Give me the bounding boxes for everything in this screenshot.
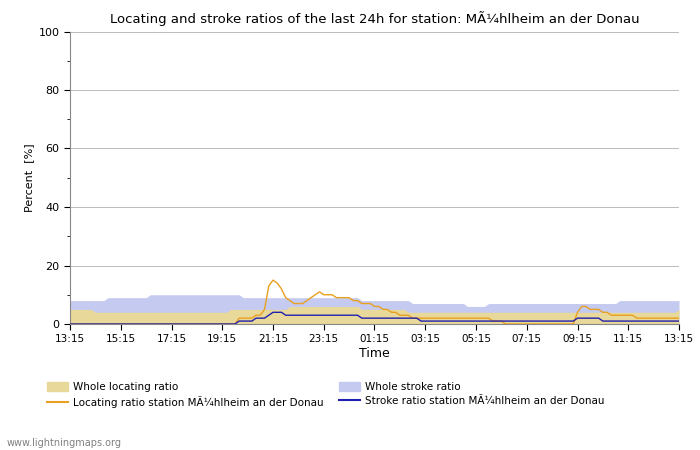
Legend: Whole locating ratio, Locating ratio station MÃ¼hlheim an der Donau, Whole strok: Whole locating ratio, Locating ratio sta…: [47, 382, 605, 408]
X-axis label: Time: Time: [359, 347, 390, 360]
Text: www.lightningmaps.org: www.lightningmaps.org: [7, 438, 122, 448]
Y-axis label: Percent  [%]: Percent [%]: [25, 144, 34, 212]
Title: Locating and stroke ratios of the last 24h for station: MÃ¼hlheim an der Donau: Locating and stroke ratios of the last 2…: [110, 11, 639, 26]
